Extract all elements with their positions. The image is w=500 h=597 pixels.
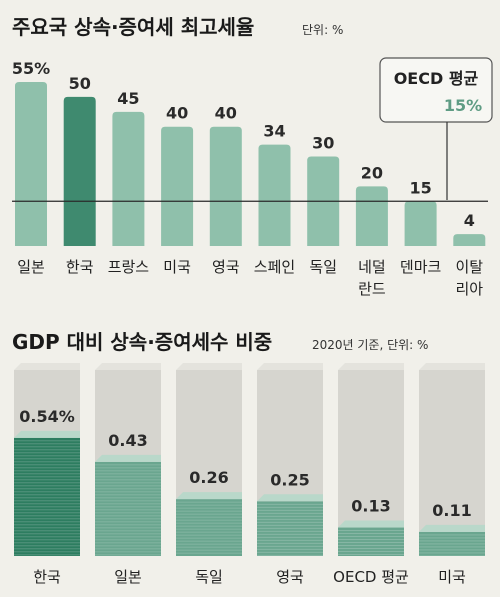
stack-fill-1 bbox=[95, 461, 161, 556]
column-value-label: 0.54% bbox=[19, 407, 75, 426]
oecd-callout-label: OECD 평균 bbox=[394, 69, 479, 88]
bar-value-label: 34 bbox=[263, 122, 285, 141]
bar-8 bbox=[404, 201, 437, 246]
column-value-label: 0.25 bbox=[270, 470, 309, 489]
bar-5 bbox=[258, 144, 291, 246]
stack-top-face bbox=[176, 492, 242, 500]
stack-top-face bbox=[95, 454, 161, 462]
category-label: OECD 평균 bbox=[333, 568, 409, 586]
column-top-face bbox=[176, 363, 242, 370]
stack-fill-0 bbox=[14, 437, 80, 556]
bar-value-label: 55% bbox=[12, 59, 50, 78]
column-value-label: 0.43 bbox=[108, 431, 147, 450]
chart1-title: 주요국 상속·증여세 최고세율 bbox=[12, 15, 254, 39]
category-label: 한국 bbox=[66, 258, 94, 276]
chart2-title: GDP 대비 상속·증여세수 비중 bbox=[12, 330, 272, 354]
category-label: 미국 bbox=[438, 568, 466, 586]
column-value-label: 0.26 bbox=[189, 468, 228, 487]
chart2-plot: 0.54% 한국 0.43 일본 0.26 독일 0.25 영국 0.13 OECD 평균 0.11… bbox=[14, 363, 485, 586]
column-value-label: 0.13 bbox=[351, 497, 390, 516]
category-label: 미국 bbox=[163, 258, 191, 276]
category-label: 일본 bbox=[114, 568, 142, 586]
category-label: 영국 bbox=[212, 258, 240, 276]
category-label: 네덜 란드 bbox=[358, 258, 386, 298]
column-top-face bbox=[95, 363, 161, 370]
category-label: 영국 bbox=[276, 568, 304, 586]
bar-value-label: 40 bbox=[166, 104, 188, 123]
column-top-face bbox=[419, 363, 485, 370]
stack-fill-3 bbox=[257, 501, 323, 556]
bar-9 bbox=[453, 234, 486, 246]
bar-3 bbox=[161, 126, 194, 246]
chart2-unit: 2020년 기준, 단위: % bbox=[312, 338, 428, 352]
bar-value-label: 30 bbox=[312, 134, 334, 153]
column-top-face bbox=[338, 363, 404, 370]
category-label: 이탈 리아 bbox=[455, 258, 483, 298]
stack-fill-2 bbox=[176, 499, 242, 556]
bar-0 bbox=[15, 82, 47, 246]
stack-top-face bbox=[14, 430, 80, 438]
chart1-plot: 55% 일본 50 한국 45 프랑스 40 미국 40 영국 34 스페인 30 독일 20 네덜 란드 15 덴… bbox=[12, 59, 488, 298]
column-top-face bbox=[257, 363, 323, 370]
category-label: 독일 bbox=[195, 568, 223, 586]
category-label: 프랑스 bbox=[108, 258, 150, 276]
stack-fill-5 bbox=[419, 531, 485, 556]
oecd-average-callout: OECD 평균 15% bbox=[379, 57, 493, 200]
stack-top-face bbox=[257, 494, 323, 502]
column-top-face bbox=[14, 363, 80, 370]
stack-top-face bbox=[419, 524, 485, 532]
bar-1 bbox=[63, 96, 96, 246]
bar-4 bbox=[209, 126, 242, 246]
bar-value-label: 15 bbox=[409, 178, 431, 197]
category-label: 스페인 bbox=[254, 258, 295, 276]
chart1-unit: 단위: % bbox=[302, 23, 343, 37]
stack-fill-4 bbox=[338, 527, 404, 556]
category-label: 독일 bbox=[309, 258, 337, 276]
category-label: 일본 bbox=[17, 258, 45, 276]
bar-value-label: 45 bbox=[117, 89, 139, 108]
bar-7 bbox=[355, 186, 388, 246]
bar-value-label: 50 bbox=[69, 74, 91, 93]
bar-value-label: 20 bbox=[361, 163, 383, 182]
column-value-label: 0.11 bbox=[432, 501, 471, 520]
bar-value-label: 4 bbox=[464, 211, 475, 230]
stack-top-face bbox=[338, 520, 404, 528]
bar-value-label: 40 bbox=[215, 104, 237, 123]
oecd-callout-box bbox=[379, 57, 493, 123]
oecd-callout-value: 15% bbox=[444, 96, 482, 115]
bar-2 bbox=[112, 111, 145, 247]
category-label: 한국 bbox=[33, 568, 61, 586]
category-label: 덴마크 bbox=[400, 258, 441, 276]
